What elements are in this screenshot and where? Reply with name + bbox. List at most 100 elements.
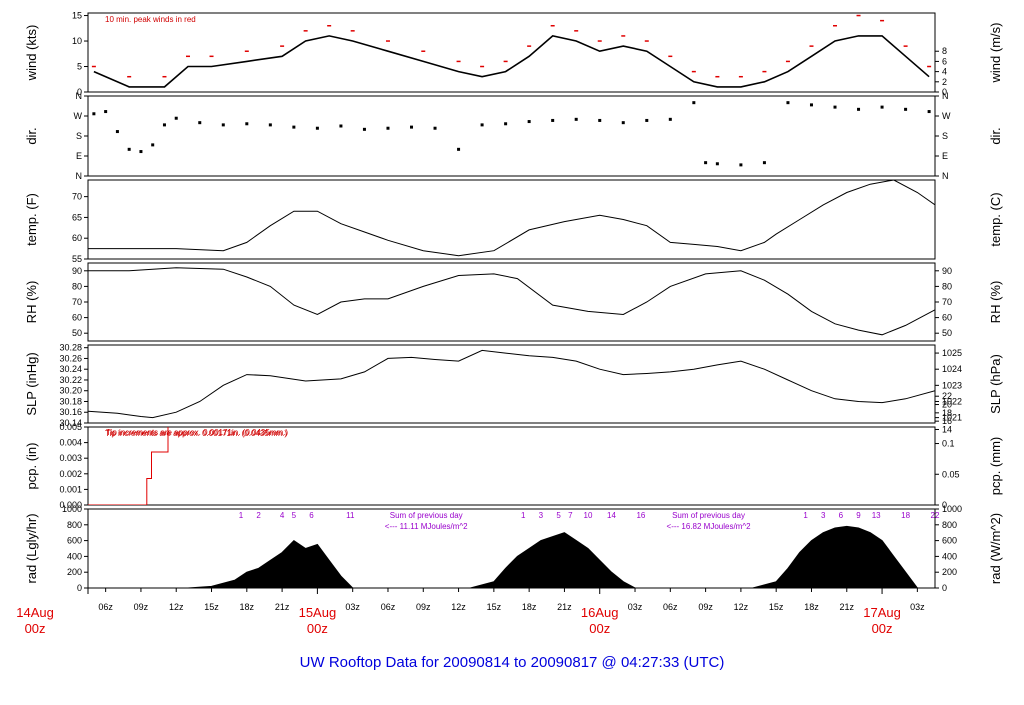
rad-hour-mark: 22 xyxy=(931,511,940,520)
pcp-frame xyxy=(87,426,936,506)
dir-point xyxy=(104,110,108,114)
rh-left-tick-label: 50 xyxy=(72,328,82,338)
temp-ylabel-right: temp. (C) xyxy=(988,192,1003,246)
dir-point xyxy=(715,162,719,166)
x-hour-label: 06z xyxy=(98,602,113,612)
rh-right-tick-label: 70 xyxy=(942,297,952,307)
slp-left-tick-label: 30.22 xyxy=(59,375,82,385)
slp-left-tick-label: 30.14 xyxy=(59,418,82,428)
wind-right-tick-label: 4 xyxy=(942,67,947,77)
dir-point xyxy=(857,107,861,111)
dir-point xyxy=(315,126,319,130)
dir-point xyxy=(739,163,743,167)
wind-right-tick-label: 2 xyxy=(942,77,947,87)
x-hour-label: 18z xyxy=(522,602,537,612)
rad-sum-note-line2: <--- 16.82 MJoules/m^2 xyxy=(667,522,752,531)
temp-right-tick-label: 22 xyxy=(942,391,952,401)
temp-left-tick-label: 55 xyxy=(72,254,82,264)
wind-annotation: 10 min. peak winds in red xyxy=(105,15,196,24)
dir-point xyxy=(386,126,390,130)
x-hour-label: 06z xyxy=(381,602,396,612)
x-hour-label: 03z xyxy=(628,602,643,612)
rad-hour-mark: 4 xyxy=(280,511,285,520)
rh-right-tick-label: 60 xyxy=(942,313,952,323)
rh-left-tick-label: 70 xyxy=(72,297,82,307)
rh-right-tick-label: 80 xyxy=(942,281,952,291)
rad-left-tick-label: 600 xyxy=(67,536,82,546)
dir-ylabel-left: dir. xyxy=(24,127,39,144)
dir-point xyxy=(339,124,343,128)
slp-left-tick-label: 30.20 xyxy=(59,386,82,396)
pcp-annotation: Tip increments are approx. 0.00171in. (0… xyxy=(105,429,287,438)
dir-point xyxy=(786,101,790,105)
rad-left-tick-label: 200 xyxy=(67,567,82,577)
dir-point xyxy=(362,127,366,131)
rh-left-tick-label: 80 xyxy=(72,281,82,291)
rh-right-tick-label: 90 xyxy=(942,266,952,276)
dir-point xyxy=(245,122,249,126)
dir-point xyxy=(410,125,414,129)
dir-left-tick-label: S xyxy=(76,131,82,141)
rad-hour-mark: 5 xyxy=(556,511,561,520)
dir-point xyxy=(527,120,531,124)
wind-series-line xyxy=(93,35,930,88)
dir-point xyxy=(174,116,178,120)
rh-series-line xyxy=(88,267,935,336)
x-hour-label: 15z xyxy=(204,602,219,612)
temp-right-tick-label: 18 xyxy=(942,408,952,418)
rad-right-tick-label: 600 xyxy=(942,536,957,546)
slp-left-tick-label: 30.26 xyxy=(59,353,82,363)
x-day-label-top: 15Aug xyxy=(299,605,337,620)
wind-ylabel-right: wind (m/s) xyxy=(988,23,1003,84)
dir-point xyxy=(221,123,225,127)
slp-left-tick-label: 30.16 xyxy=(59,407,82,417)
dir-right-tick-label: N xyxy=(942,171,949,181)
x-hour-label: 15z xyxy=(487,602,502,612)
dir-point xyxy=(139,150,143,154)
temp-series-line xyxy=(88,180,935,257)
pcp-right-tick-label: 0.1 xyxy=(942,439,955,449)
pcp-left-tick-label: 0.004 xyxy=(59,438,82,448)
rad-hour-mark: 5 xyxy=(292,511,297,520)
dir-point xyxy=(268,123,272,127)
x-hour-label: 03z xyxy=(345,602,360,612)
rad-left-tick-label: 0 xyxy=(77,583,82,593)
dir-point xyxy=(457,147,461,151)
rad-right-tick-label: 800 xyxy=(942,520,957,530)
rad-hour-mark: 11 xyxy=(346,511,355,520)
dir-point xyxy=(668,117,672,121)
dir-point xyxy=(115,130,119,134)
dir-right-tick-label: E xyxy=(942,151,948,161)
temp-left-tick-label: 60 xyxy=(72,233,82,243)
wind-left-tick-label: 15 xyxy=(72,11,82,21)
rad-hour-mark: 18 xyxy=(901,511,910,520)
x-hour-label: 18z xyxy=(804,602,819,612)
temp-right-tick-label: 16 xyxy=(942,416,952,426)
rh-right-tick-label: 50 xyxy=(942,328,952,338)
temp-frame xyxy=(87,179,936,260)
rad-left-tick-label: 400 xyxy=(67,551,82,561)
dir-point xyxy=(621,121,625,125)
slp-right-tick-label: 1025 xyxy=(942,348,962,358)
rh-left-tick-label: 60 xyxy=(72,313,82,323)
rad-hour-mark: 7 xyxy=(568,511,573,520)
wind-ylabel-left: wind (kts) xyxy=(24,25,39,82)
dir-frame xyxy=(87,95,936,177)
x-hour-label: 21z xyxy=(840,602,855,612)
slp-series-line xyxy=(88,349,935,419)
x-hour-label: 09z xyxy=(416,602,431,612)
x-hour-label: 12z xyxy=(169,602,184,612)
x-hour-label: 12z xyxy=(734,602,749,612)
pcp-left-tick-label: 0.001 xyxy=(59,484,82,494)
rad-hour-mark: 6 xyxy=(309,511,314,520)
x-day-label-top: 16Aug xyxy=(581,605,619,620)
wind-left-tick-label: 10 xyxy=(72,36,82,46)
rad-sum-note-line2: <--- 11.11 MJoules/m^2 xyxy=(385,522,468,531)
pcp-series-line xyxy=(88,427,169,505)
x-hour-label: 09z xyxy=(134,602,149,612)
rad-sum-note-line1: Sum of previous day xyxy=(672,511,745,520)
rh-frame xyxy=(87,262,936,342)
dir-right-tick-label: W xyxy=(942,111,951,121)
dir-point xyxy=(433,126,437,130)
